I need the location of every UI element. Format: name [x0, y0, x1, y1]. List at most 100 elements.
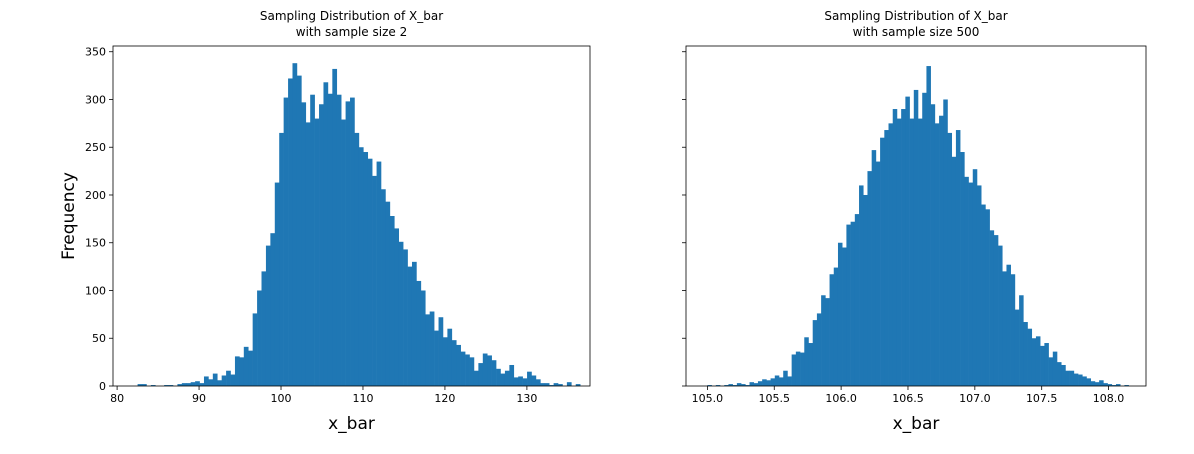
bar: [1111, 385, 1117, 386]
bar: [1048, 357, 1054, 386]
bar: [177, 384, 183, 386]
bar: [829, 274, 835, 386]
bar: [425, 314, 430, 386]
bar: [1061, 364, 1066, 386]
bar: [888, 123, 894, 386]
bar: [1044, 343, 1049, 386]
y-tick-label: 250: [85, 141, 106, 154]
bar: [540, 383, 546, 386]
bar: [549, 385, 554, 386]
bar: [504, 370, 510, 386]
bar: [1002, 271, 1007, 386]
bar: [837, 242, 843, 386]
bar: [1090, 381, 1096, 386]
bar: [774, 375, 780, 386]
bar: [394, 228, 400, 386]
bar: [354, 132, 360, 386]
bar: [981, 204, 986, 386]
bar: [544, 383, 550, 386]
bar: [707, 385, 712, 386]
bar: [363, 152, 369, 386]
bar: [947, 132, 953, 386]
bar: [939, 115, 944, 386]
bar: [416, 280, 422, 386]
bar: [875, 161, 881, 386]
bar: [350, 97, 355, 387]
bar: [482, 353, 488, 386]
bar: [270, 233, 276, 386]
bar: [741, 384, 746, 386]
bar: [1073, 373, 1079, 386]
bar: [951, 156, 957, 386]
bar: [332, 68, 338, 386]
bar: [367, 158, 373, 386]
bar: [766, 380, 771, 386]
bar: [389, 216, 395, 386]
bar: [469, 357, 475, 386]
bar: [509, 364, 515, 386]
bar: [1094, 382, 1100, 386]
x-tick-label: 107.5: [1026, 392, 1058, 405]
bar: [314, 118, 320, 387]
bar: [1124, 385, 1129, 386]
bar: [896, 118, 902, 387]
bar: [403, 249, 408, 386]
bar: [372, 175, 377, 386]
chart-title: with sample size 500: [853, 25, 980, 39]
bar: [930, 104, 936, 387]
x-tick-label: 105.0: [692, 392, 724, 405]
bar: [728, 384, 733, 386]
bar: [239, 357, 245, 386]
bar: [821, 295, 826, 386]
bar: [279, 132, 284, 386]
bar: [243, 346, 249, 386]
bar: [749, 382, 755, 386]
x-tick-label: 130: [516, 392, 537, 405]
bar: [150, 385, 156, 386]
x-tick-label: 106.0: [825, 392, 857, 405]
bar: [1014, 309, 1020, 386]
bar: [816, 313, 822, 386]
bar: [943, 99, 948, 386]
bar: [234, 356, 240, 386]
bar: [1115, 384, 1121, 386]
bar: [137, 384, 143, 386]
bar: [407, 266, 413, 386]
bar: [558, 384, 563, 386]
bar: [341, 119, 346, 386]
bar: [456, 344, 461, 386]
bar: [989, 230, 995, 386]
bar: [909, 118, 915, 387]
bar: [1010, 274, 1016, 386]
bar: [310, 94, 315, 387]
bar: [960, 152, 965, 386]
bar: [1035, 336, 1041, 386]
bar: [288, 78, 293, 386]
axes-frame: [685, 45, 1147, 387]
x-tick-label: 105.5: [759, 392, 791, 405]
bar: [522, 378, 528, 386]
bar: [398, 241, 404, 386]
bar: [195, 381, 200, 386]
bar: [496, 368, 501, 386]
y-tick-label: 350: [85, 46, 106, 59]
bar: [527, 371, 532, 386]
bar: [473, 370, 479, 386]
bar: [566, 382, 572, 386]
bar: [1086, 378, 1092, 386]
x-tick-label: 106.5: [892, 392, 924, 405]
bar: [1040, 345, 1045, 386]
bar: [230, 374, 236, 386]
bar: [376, 161, 382, 386]
bar: [934, 123, 940, 386]
bar: [795, 351, 801, 386]
bar: [478, 363, 484, 386]
bar: [553, 383, 559, 386]
bar: [779, 377, 784, 386]
bar: [968, 182, 974, 386]
y-axis-label: Frequency: [59, 172, 79, 260]
bar: [181, 383, 187, 386]
bar: [833, 267, 839, 386]
x-tick-label: 120: [434, 392, 455, 405]
bar: [859, 185, 864, 386]
